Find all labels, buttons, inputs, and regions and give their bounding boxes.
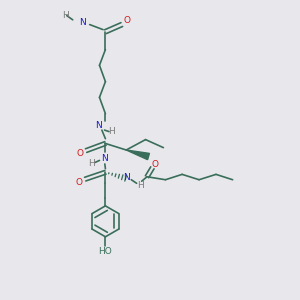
Text: O: O — [77, 149, 84, 158]
Text: N: N — [79, 18, 86, 27]
Text: HO: HO — [98, 247, 112, 256]
Text: O: O — [152, 160, 159, 169]
Text: H: H — [88, 160, 94, 169]
Text: N: N — [95, 121, 102, 130]
Text: N: N — [101, 154, 108, 163]
Text: H: H — [137, 181, 144, 190]
Text: H: H — [62, 11, 69, 20]
Text: H: H — [109, 127, 115, 136]
Polygon shape — [126, 150, 149, 160]
Text: O: O — [76, 178, 83, 187]
Text: O: O — [123, 16, 130, 25]
Text: N: N — [123, 173, 130, 182]
